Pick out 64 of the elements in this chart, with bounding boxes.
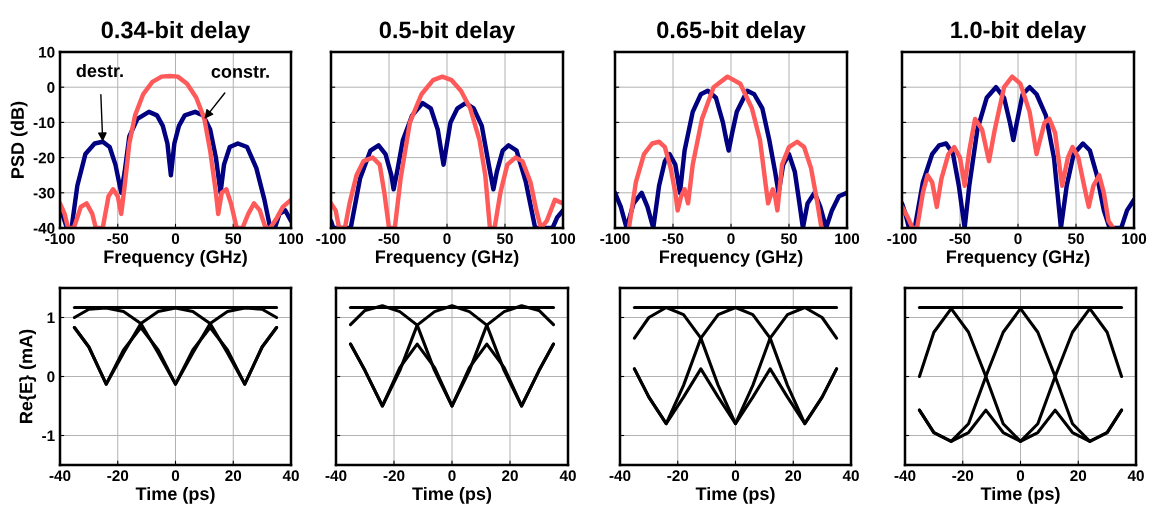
x-tick-label: -100 xyxy=(316,233,346,245)
x-tick-label: -20 xyxy=(383,470,405,482)
x-tick-label: 100 xyxy=(835,233,860,245)
x-tick-label: -40 xyxy=(894,470,916,482)
x-tick-label: -20 xyxy=(107,470,129,482)
x-tick-label: 0 xyxy=(171,233,180,245)
y-tick-label: -10 xyxy=(33,117,55,129)
x-tick-label: 0 xyxy=(1016,470,1025,482)
x-tick-label: 20 xyxy=(502,470,518,482)
annotation: constr. xyxy=(211,65,269,78)
x-tick-label: 40 xyxy=(282,470,299,482)
x-tick-label: -100 xyxy=(600,233,630,245)
x-tick-label: -40 xyxy=(325,470,347,482)
x-axis-title: Frequency (GHz) xyxy=(946,249,1090,267)
x-axis-title: Frequency (GHz) xyxy=(104,249,247,267)
x-tick-label: 0 xyxy=(731,470,740,482)
chart-title: 0.34-bit delay xyxy=(101,21,251,44)
x-tick-label: 20 xyxy=(785,470,802,482)
x-tick-label: 100 xyxy=(1122,233,1147,245)
x-tick-label: 40 xyxy=(842,470,859,482)
x-tick-label: 50 xyxy=(1067,233,1084,245)
x-tick-label: 0 xyxy=(448,470,456,482)
x-tick-label: 40 xyxy=(1127,470,1144,482)
x-axis-title: Frequency (GHz) xyxy=(375,249,519,267)
x-tick-label: 40 xyxy=(559,470,576,482)
x-tick-label: 0 xyxy=(443,233,451,245)
x-axis-title: Time (ps) xyxy=(695,486,775,504)
x-tick-label: -50 xyxy=(662,233,684,245)
x-tick-label: 50 xyxy=(780,233,797,245)
y-tick-label: -1 xyxy=(42,430,55,442)
y-tick-label: -40 xyxy=(33,222,55,234)
x-tick-label: 0 xyxy=(727,233,735,245)
y-tick-label: 0 xyxy=(47,82,55,93)
x-tick-label: -20 xyxy=(667,470,689,482)
y-tick-label: -30 xyxy=(33,187,55,199)
x-tick-label: 20 xyxy=(225,470,242,482)
y-tick-label: 1 xyxy=(47,312,55,324)
x-tick-label: -100 xyxy=(45,233,75,245)
y-axis-title: Re{E} (mA) xyxy=(19,329,36,423)
x-tick-label: 0 xyxy=(171,470,180,482)
annotation: destr. xyxy=(76,63,123,78)
x-tick-label: -40 xyxy=(609,470,631,482)
chart-title: 0.5-bit delay xyxy=(379,21,516,44)
chart-title: 0.65-bit delay xyxy=(657,21,806,44)
x-tick-label: 50 xyxy=(496,233,513,245)
x-axis-title: Time (ps) xyxy=(412,486,492,504)
x-axis-title: Time (ps) xyxy=(135,486,215,504)
x-tick-label: 50 xyxy=(225,233,242,245)
chart-title: 1.0-bit delay xyxy=(951,21,1087,44)
x-tick-label: -50 xyxy=(107,233,129,245)
x-tick-label: 0 xyxy=(1014,233,1022,245)
x-tick-label: -50 xyxy=(378,233,400,245)
x-tick-label: 20 xyxy=(1070,470,1087,482)
x-tick-label: -20 xyxy=(952,470,974,482)
x-axis-title: Time (ps) xyxy=(980,486,1060,504)
x-tick-label: 100 xyxy=(551,233,576,245)
x-tick-label: -50 xyxy=(949,233,971,245)
y-tick-label: 0 xyxy=(47,371,55,383)
x-tick-label: -100 xyxy=(887,233,917,245)
y-tick-label: -20 xyxy=(33,152,55,164)
y-tick-label: 10 xyxy=(39,46,55,58)
y-axis-title: PSD (dB) xyxy=(10,101,28,178)
x-tick-label: 100 xyxy=(279,233,304,245)
x-axis-title: Frequency (GHz) xyxy=(659,249,803,267)
